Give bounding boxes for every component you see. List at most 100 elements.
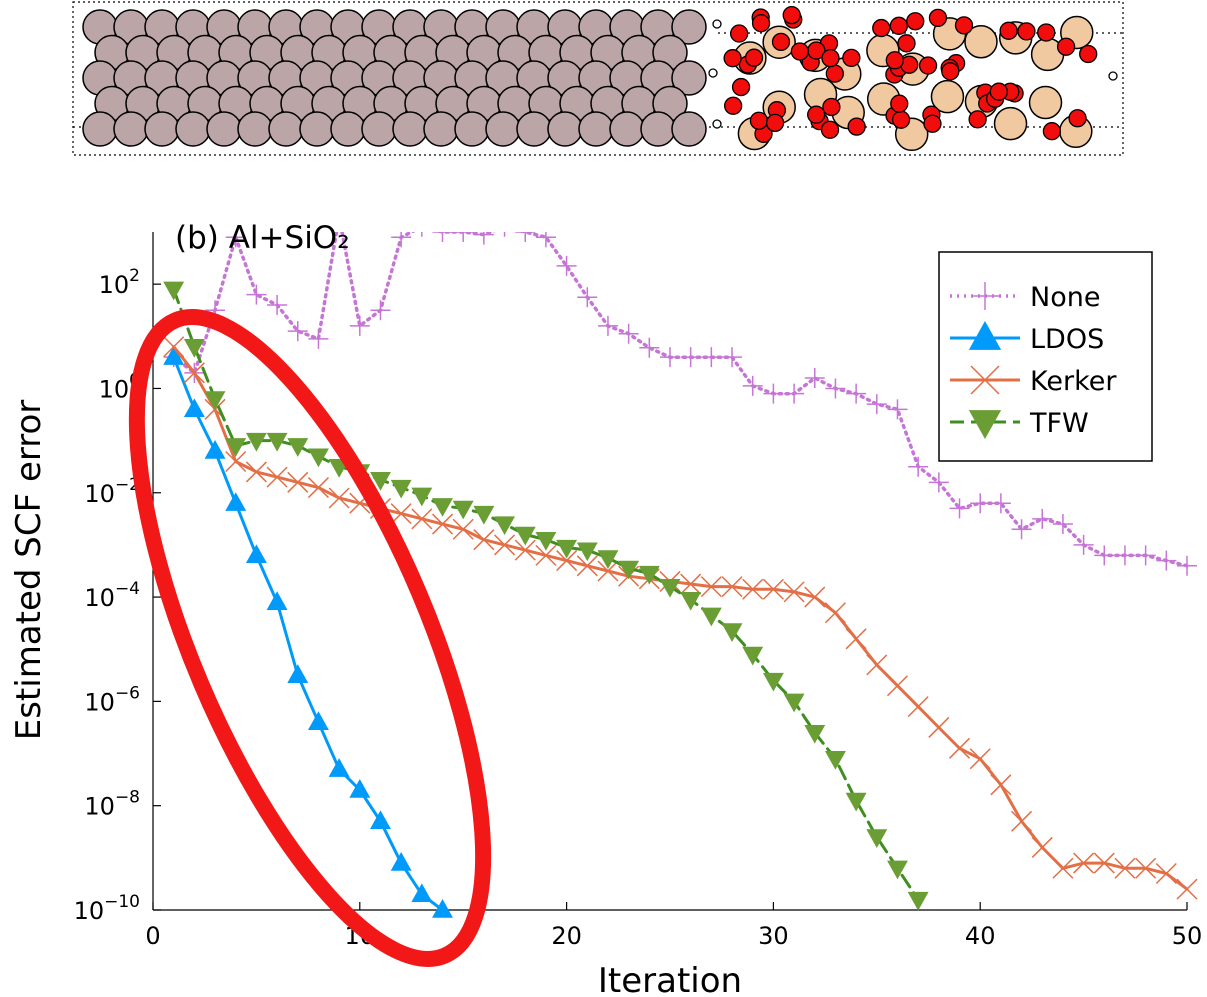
data-point-plus xyxy=(349,315,370,336)
o-atom xyxy=(918,56,938,75)
o-atom xyxy=(1068,109,1087,128)
data-point-triangle-down xyxy=(804,724,826,744)
data-point-plus xyxy=(990,493,1011,514)
o-atom xyxy=(820,120,840,139)
o-atom xyxy=(729,24,749,43)
data-point-triangle-down xyxy=(700,607,722,627)
o-atom xyxy=(724,96,743,115)
o-atom xyxy=(847,117,866,136)
data-point-plus xyxy=(308,328,329,349)
o-atom xyxy=(765,113,785,133)
al-atom xyxy=(516,111,552,147)
data-point-plus xyxy=(1177,555,1197,576)
data-point-x xyxy=(535,544,557,566)
data-point-plus xyxy=(825,378,846,399)
data-point-triangle-down xyxy=(245,432,267,452)
x-ticks: 0 10 20 30 40 50 xyxy=(145,902,1202,950)
o-atom xyxy=(989,82,1009,101)
data-point-x xyxy=(1093,852,1115,874)
data-point-x xyxy=(845,628,867,650)
structure-cell-boundary xyxy=(72,1,1124,156)
data-point-x xyxy=(824,602,846,624)
data-point-x xyxy=(266,466,288,488)
data-point-plus xyxy=(742,375,763,396)
data-point-triangle-up xyxy=(349,779,371,798)
data-point-plus xyxy=(928,472,949,493)
o-atom xyxy=(749,111,769,130)
data-point-triangle-down xyxy=(370,472,391,491)
al-atom xyxy=(113,111,149,147)
data-point-plus xyxy=(515,232,536,242)
data-point-triangle-down xyxy=(307,448,329,468)
data-point-plus xyxy=(1052,514,1073,535)
o-atom xyxy=(923,114,942,133)
data-point-triangle-up xyxy=(183,398,205,418)
o-atom xyxy=(842,48,861,68)
data-point-triangle-up xyxy=(225,492,247,511)
x-tick-label: 40 xyxy=(965,922,996,950)
data-point-x xyxy=(1052,857,1074,879)
data-point-x xyxy=(452,518,474,540)
data-point-triangle-down xyxy=(266,432,288,452)
series-line-none xyxy=(171,232,1189,568)
data-point-triangle-down xyxy=(411,487,433,507)
al-atom xyxy=(578,111,614,147)
data-point-x xyxy=(721,576,743,598)
data-point-x xyxy=(742,578,764,600)
data-point-plus xyxy=(722,347,743,368)
data-point-x xyxy=(1135,857,1157,879)
data-point-triangle-down xyxy=(287,438,309,457)
data-point-triangle-down xyxy=(514,526,536,546)
data-point-plus xyxy=(1156,550,1177,571)
aluminum-atoms xyxy=(82,9,707,147)
data-point-triangle-down xyxy=(183,339,205,358)
h-atom xyxy=(712,19,722,29)
data-point-triangle-down xyxy=(968,410,1002,439)
data-point-plus xyxy=(971,282,999,310)
data-point-x xyxy=(287,471,309,493)
data-point-triangle-down xyxy=(845,792,867,812)
data-point-triangle-up xyxy=(287,664,309,684)
al-atom xyxy=(299,111,335,147)
legend-item-kerker: Kerker xyxy=(950,365,1117,397)
data-point-plus xyxy=(577,287,598,308)
y-tick-label: 10−4 xyxy=(84,579,140,612)
o-atom xyxy=(731,77,751,97)
o-atom xyxy=(807,105,826,124)
x-tick-label: 20 xyxy=(551,922,582,950)
si-atom xyxy=(1028,85,1063,120)
data-point-triangle-up xyxy=(204,440,226,459)
si-atom xyxy=(930,79,965,114)
y-axis-label: Estimated SCF error xyxy=(9,400,49,741)
data-point-x xyxy=(183,362,205,384)
data-point-triangle-up xyxy=(307,711,329,730)
data-point-triangle-down xyxy=(556,539,578,559)
data-point-plus xyxy=(391,232,412,248)
al-atom xyxy=(423,111,459,147)
legend-label: LDOS xyxy=(1030,324,1104,355)
y-tick-label: 10−10 xyxy=(74,892,140,925)
data-point-plus xyxy=(1032,508,1053,529)
data-point-x xyxy=(597,560,619,582)
data-point-triangle-down xyxy=(204,391,226,410)
data-point-plus xyxy=(784,383,805,404)
o-atom xyxy=(891,110,911,129)
data-point-plus xyxy=(421,232,423,237)
y-tick-label: 10−8 xyxy=(84,788,140,821)
data-point-x xyxy=(969,748,991,770)
o-atom xyxy=(885,51,904,70)
data-point-triangle-down xyxy=(721,623,743,642)
al-atom xyxy=(485,111,521,147)
data-point-plus xyxy=(908,456,929,477)
o-atom xyxy=(1017,22,1036,41)
data-point-triangle-down xyxy=(432,498,453,517)
o-atom xyxy=(890,94,909,113)
x-tick-label: 30 xyxy=(758,922,789,950)
o-atom xyxy=(744,48,764,67)
data-point-plus xyxy=(618,323,639,344)
o-atom xyxy=(723,49,742,68)
data-point-plus xyxy=(1011,519,1032,540)
data-point-triangle-down xyxy=(535,532,557,551)
y-tick-label: 10−6 xyxy=(84,683,140,716)
